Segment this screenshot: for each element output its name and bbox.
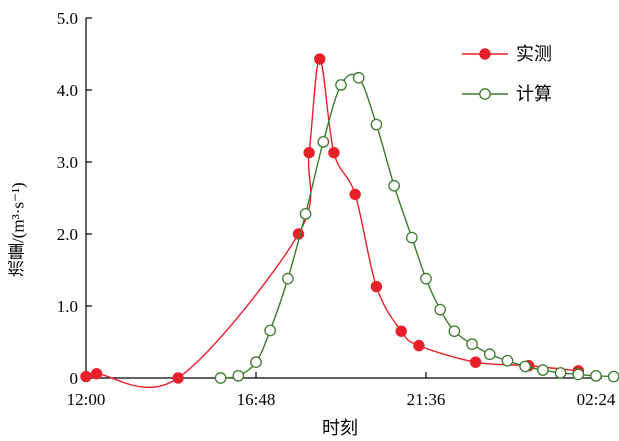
- legend-marker-0: [479, 48, 491, 60]
- data-point-calculated: [282, 272, 294, 285]
- data-point-measured: [80, 370, 92, 383]
- data-point-measured: [303, 146, 315, 159]
- data-point-measured: [469, 356, 482, 368]
- series-line-1: [220, 73, 619, 379]
- y-tick-label: 4.0: [57, 81, 78, 100]
- data-point-calculated: [590, 369, 602, 382]
- data-point-measured: [370, 280, 383, 293]
- y-tick-label: 1.0: [57, 297, 78, 316]
- y-axis-title: 流量/(m³·s⁻¹): [8, 182, 28, 278]
- data-point-calculated: [370, 118, 383, 131]
- data-point-measured: [413, 339, 425, 352]
- series-layer: [80, 53, 619, 389]
- legend-label-1: 计算: [516, 84, 552, 104]
- data-point-measured: [349, 188, 361, 201]
- data-point-calculated: [299, 207, 312, 220]
- data-point-calculated: [250, 356, 262, 369]
- data-point-calculated: [420, 272, 432, 285]
- data-point-calculated: [501, 354, 514, 367]
- data-point-calculated: [607, 370, 619, 383]
- data-point-calculated: [537, 364, 549, 376]
- x-tick-label: 12:00: [67, 390, 106, 409]
- data-point-calculated: [572, 368, 585, 381]
- y-tick-label: 0: [70, 369, 79, 388]
- data-point-measured: [395, 325, 407, 337]
- x-tick-label: 02:24: [577, 390, 616, 409]
- data-point-calculated: [405, 231, 418, 244]
- x-axis-title: 时刻: [322, 418, 358, 438]
- data-point-calculated: [317, 135, 330, 148]
- data-point-calculated: [335, 79, 347, 91]
- data-point-measured: [172, 372, 184, 384]
- data-point-calculated: [554, 367, 567, 379]
- data-point-measured: [328, 146, 340, 159]
- data-point-calculated: [434, 303, 447, 316]
- x-tick-label: 21:36: [407, 390, 446, 409]
- data-point-calculated: [519, 360, 532, 373]
- ticks: 0 1.0 2.0 3.0 4.0 5.0 12:00 16:48 21:36 02:24: [57, 9, 616, 409]
- y-tick-label: 3.0: [57, 153, 78, 172]
- y-tick-label: 2.0: [57, 225, 78, 244]
- axes: [85, 18, 602, 379]
- legend-label-0: 实测: [516, 44, 552, 64]
- x-tick-label: 16:48: [237, 390, 276, 409]
- legend-marker-1: [479, 88, 491, 100]
- data-point-measured: [314, 53, 326, 65]
- data-point-calculated: [388, 179, 400, 192]
- data-point-calculated: [448, 325, 461, 338]
- data-point-measured: [90, 367, 103, 380]
- data-point-calculated: [264, 324, 277, 337]
- data-point-calculated: [466, 338, 478, 351]
- data-point-calculated: [352, 71, 365, 84]
- data-point-calculated: [232, 369, 245, 382]
- data-point-measured: [292, 228, 305, 240]
- data-point-calculated: [483, 348, 496, 361]
- y-tick-label: 5.0: [57, 9, 78, 28]
- data-point-calculated: [214, 372, 227, 384]
